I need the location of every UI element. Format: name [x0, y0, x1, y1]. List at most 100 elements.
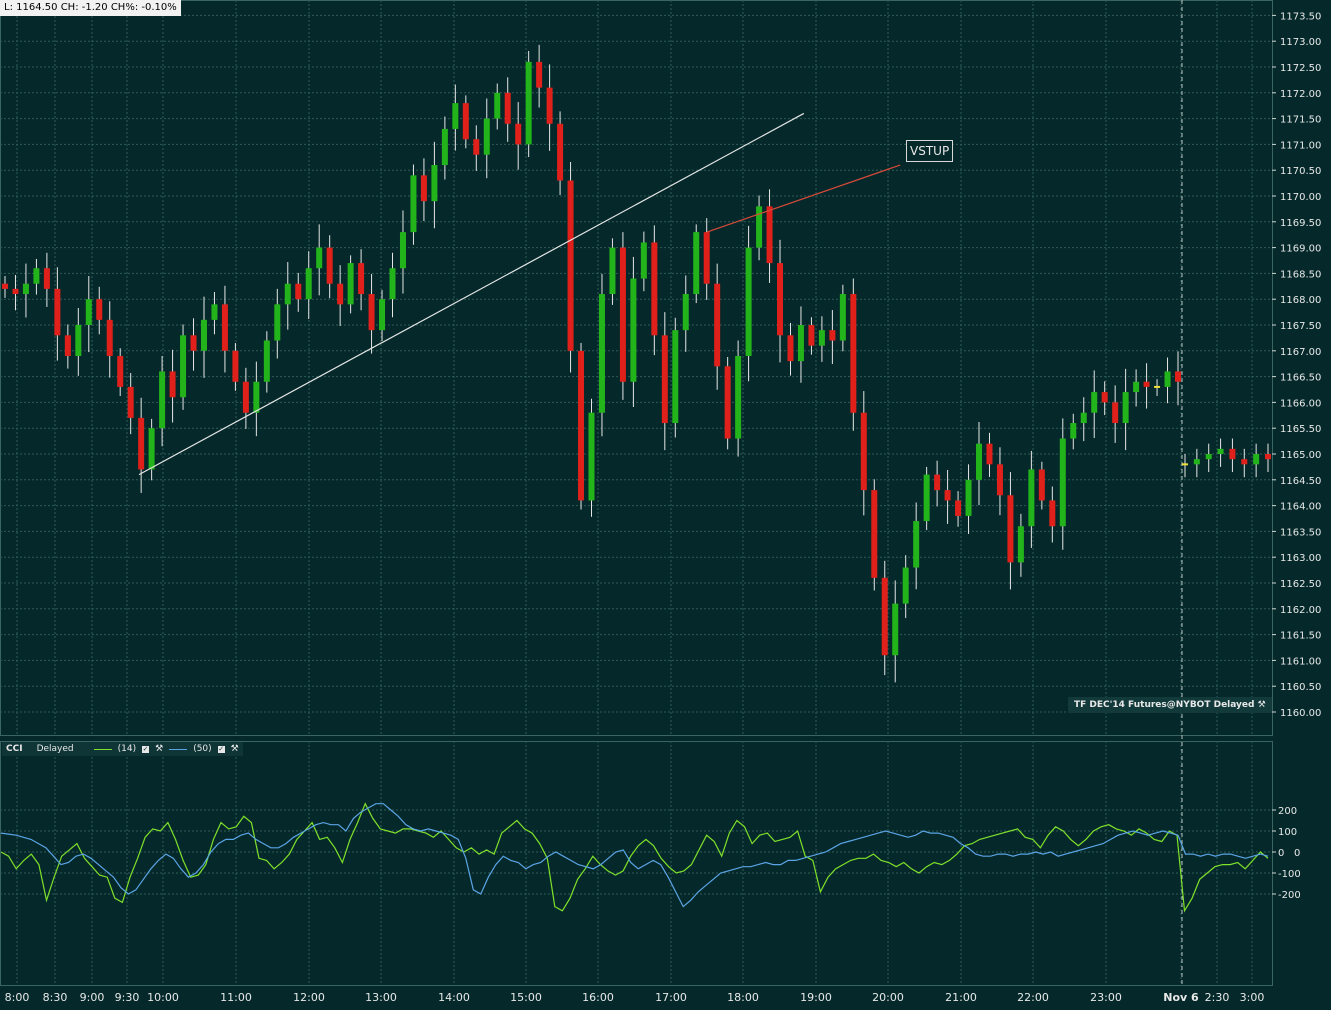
candle-body: [598, 294, 605, 413]
candle-body: [127, 386, 134, 418]
price-tick-label: 1167.00: [1280, 347, 1321, 358]
candle-body: [200, 319, 207, 351]
candle-body: [588, 412, 595, 501]
cci-slow-swatch: [169, 748, 188, 750]
candle-body: [808, 325, 815, 346]
price-tick-label: 1165.00: [1280, 450, 1321, 461]
trendlines[interactable]: [138, 112, 901, 476]
source-label[interactable]: TF DEC'14 Futures@NYBOT Delayed ⚒: [1068, 697, 1272, 713]
cci-name: CCI: [6, 744, 23, 754]
candle-body: [2, 283, 8, 289]
candle-body: [441, 128, 448, 166]
candle-body: [913, 521, 920, 568]
candle-body: [525, 61, 532, 145]
candle-body: [1028, 469, 1035, 527]
time-tick-label: 10:00: [147, 991, 179, 1004]
pct-label: CH%:: [110, 2, 139, 13]
candle-body: [399, 232, 406, 269]
candle-body: [1080, 412, 1087, 424]
candle-body: [546, 87, 553, 124]
candle-body: [221, 304, 228, 351]
candle-body: [818, 330, 825, 346]
price-tick-label: 1166.00: [1280, 398, 1321, 409]
candle-body: [1175, 371, 1181, 382]
candle-body: [934, 474, 941, 491]
candle-body: [368, 294, 375, 331]
candle-body: [483, 118, 490, 155]
price-tick-label: 1162.00: [1280, 605, 1321, 616]
time-tick-label: Nov 6: [1163, 991, 1199, 1004]
time-tick-label: 12:00: [293, 991, 325, 1004]
cci-frame: [0, 741, 1273, 986]
candle-body: [735, 355, 742, 439]
candle-body: [1049, 500, 1056, 527]
candle-body: [1229, 448, 1236, 460]
candle-body: [295, 283, 302, 300]
cci-state: Delayed: [36, 744, 74, 754]
candle-body: [358, 263, 365, 295]
vstup-annotation[interactable]: VSTUP: [906, 140, 954, 162]
candle-body: [567, 180, 574, 351]
candle-body: [263, 340, 270, 382]
candle-body: [881, 577, 888, 656]
cci-legend[interactable]: CCI Delayed (14) ✓ ⚒ (50) ✓ ⚒: [2, 742, 243, 756]
time-tick-label: 16:00: [582, 991, 614, 1004]
price-tick-label: 1168.00: [1280, 295, 1321, 306]
cci-slow-checkbox[interactable]: ✓: [217, 744, 225, 753]
price-tick-label: 1161.00: [1280, 656, 1321, 667]
candle-body: [965, 479, 972, 516]
time-tick-label: 8:30: [43, 991, 68, 1004]
candle-body: [871, 490, 878, 578]
candlesticks: [2, 44, 1271, 683]
cci-grid: [0, 741, 1273, 986]
candle-body: [75, 325, 82, 356]
candle-body: [337, 283, 344, 305]
cci-fast-wrench-icon[interactable]: ⚒: [155, 744, 164, 754]
candle-body: [33, 268, 40, 284]
candle-body: [347, 263, 354, 305]
candle-body: [1253, 454, 1260, 465]
candle-body: [410, 175, 417, 233]
time-tick-label: 17:00: [655, 991, 687, 1004]
source-text: TF DEC'14 Futures@NYBOT Delayed: [1074, 700, 1255, 710]
candle-body: [326, 247, 333, 284]
price-tick-label: 1173.50: [1280, 11, 1321, 22]
candle-body: [944, 490, 951, 501]
candle-body: [640, 242, 647, 279]
price-tick-label: 1165.50: [1280, 424, 1321, 435]
candle-body: [284, 283, 291, 305]
time-tick-label: 14:00: [438, 991, 470, 1004]
cci-fast-period: (14): [117, 744, 137, 754]
candle-body: [1122, 392, 1129, 424]
price-axis[interactable]: 1160.00 1160.50 1161.00 1161.50 1162.00 1162.…: [1272, 11, 1321, 719]
price-tick-label: 1164.50: [1280, 476, 1321, 487]
candle-body: [955, 500, 962, 516]
last-value: 1164.50: [16, 2, 58, 13]
candle-body: [117, 355, 124, 387]
candle-body: [1143, 381, 1150, 387]
cci-axis[interactable]: -200 -100 0 100 200 0: [1272, 806, 1301, 901]
cci-50-line: [0, 803, 1269, 908]
time-axis[interactable]: 8:00 8:30 9:00 9:30 10:00 11:00 12:00 13:00 14:0…: [5, 991, 1265, 1004]
candle-body: [1265, 454, 1271, 460]
candle-body: [609, 247, 616, 295]
wrench-icon[interactable]: ⚒: [1257, 700, 1266, 710]
candle-body: [190, 335, 197, 351]
candle-body: [504, 92, 511, 124]
candle-body: [1038, 469, 1045, 501]
price-tick-label: 1166.50: [1280, 373, 1321, 384]
candle-body: [797, 325, 804, 362]
price-tick-label: 1171.50: [1280, 115, 1321, 126]
candle-body: [619, 247, 626, 382]
candle-body: [724, 366, 731, 439]
cci-fast-checkbox[interactable]: ✓: [142, 744, 150, 753]
price-grid: [0, 0, 1273, 985]
candle-body: [766, 206, 773, 264]
candle-body: [106, 319, 113, 356]
cci-lines: [0, 802, 1269, 913]
pct-value: -0.10%: [141, 2, 177, 13]
price-tick-label: 1169.50: [1280, 218, 1321, 229]
cci-slow-wrench-icon[interactable]: ⚒: [230, 744, 239, 754]
candle-body: [12, 288, 19, 295]
